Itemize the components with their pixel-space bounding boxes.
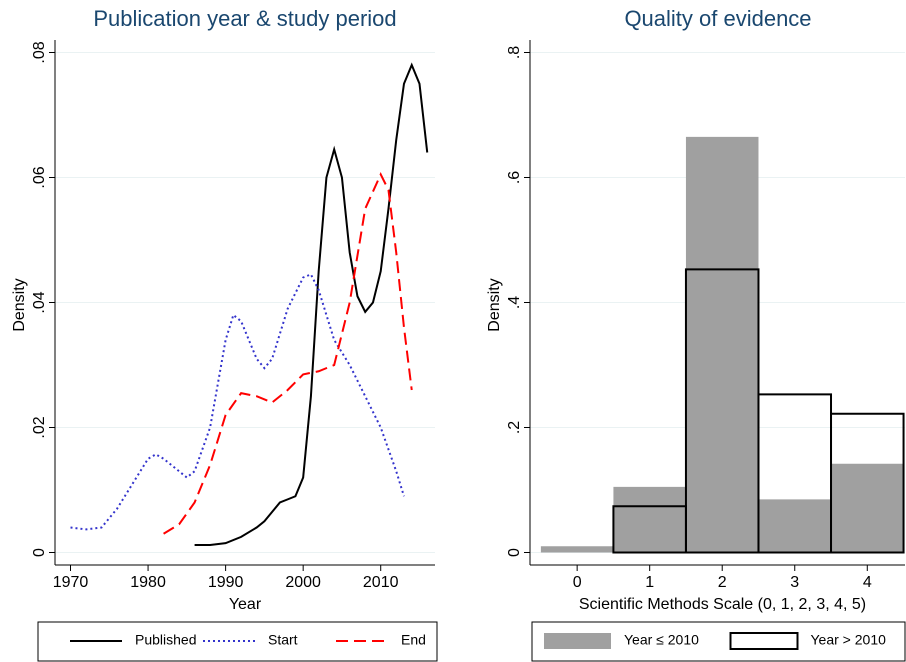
histogram-bar	[685, 136, 759, 553]
x-tick-label: 1970	[53, 574, 89, 591]
x-tick-label: 3	[790, 574, 799, 591]
x-tick-label: 4	[863, 574, 872, 591]
y-tick-label: .02	[31, 416, 48, 438]
y-tick-label: .04	[31, 291, 48, 313]
legend-swatch	[544, 633, 611, 649]
x-tick-label: 0	[573, 574, 582, 591]
x-tick-label: 2	[718, 574, 727, 591]
y-tick-label: .06	[31, 166, 48, 188]
histogram-bar	[830, 412, 905, 554]
legend-label: Start	[268, 632, 298, 648]
histogram-bar	[613, 486, 686, 553]
y-tick-label: .4	[506, 296, 523, 309]
y-axis-title: Density	[11, 278, 28, 331]
x-tick-label: 2010	[363, 574, 399, 591]
x-tick-label: 1990	[208, 574, 244, 591]
legend-label: Year ≤ 2010	[624, 632, 699, 648]
y-tick-label: .8	[506, 46, 523, 59]
x-axis-title: Scientific Methods Scale (0, 1, 2, 3, 4,…	[579, 596, 866, 613]
line-series	[194, 62, 429, 546]
y-axis-title: Density	[486, 278, 503, 331]
line-series	[70, 273, 405, 531]
x-tick-label: 1	[645, 574, 654, 591]
y-tick-label: 0	[506, 548, 523, 557]
legend-label: Year > 2010	[811, 632, 887, 648]
y-tick-label: 0	[31, 548, 48, 557]
chart-title: Quality of evidence	[624, 6, 811, 31]
x-tick-label: 1980	[130, 574, 166, 591]
y-tick-label: .2	[506, 421, 523, 434]
chart-title: Publication year & study period	[93, 6, 396, 31]
legend-label: End	[401, 632, 426, 648]
histogram-bar	[758, 499, 832, 553]
legend-label: Published	[135, 632, 197, 648]
histogram-bar	[540, 546, 614, 553]
x-axis-title: Year	[229, 596, 262, 613]
line-series	[163, 172, 413, 535]
x-tick-label: 2000	[285, 574, 321, 591]
histogram-bar	[831, 463, 904, 553]
y-tick-label: .6	[506, 171, 523, 184]
legend-swatch	[729, 632, 799, 650]
y-tick-label: .08	[31, 41, 48, 63]
